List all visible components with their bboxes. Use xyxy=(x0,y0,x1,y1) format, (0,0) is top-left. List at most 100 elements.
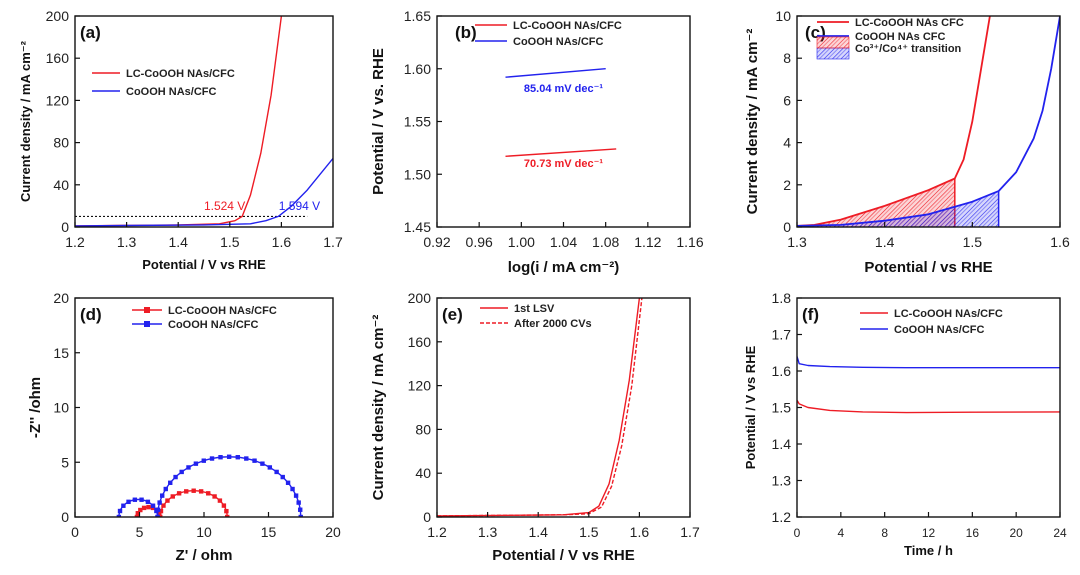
plot-area-d xyxy=(116,454,303,517)
y-tick-label: 8 xyxy=(783,50,791,66)
data-point xyxy=(157,500,162,505)
data-label: 1.594 V xyxy=(279,199,320,213)
x-tick-label: 20 xyxy=(325,524,341,540)
data-point xyxy=(186,465,191,470)
legend-label: CoOOH NAs/CFC xyxy=(168,319,259,331)
panel-label: (b) xyxy=(455,23,477,42)
x-axis-label: Z' / ohm xyxy=(176,547,233,564)
data-point xyxy=(145,499,151,505)
x-tick-label: 1.00 xyxy=(508,234,535,250)
legend-swatch xyxy=(816,36,850,49)
plot-area-a xyxy=(75,16,333,227)
x-tick-label: 15 xyxy=(261,524,277,540)
plot-area-e xyxy=(437,298,643,517)
data-point xyxy=(260,461,265,466)
shaded-region xyxy=(797,191,999,227)
x-axis-label: Potential / vs RHE xyxy=(864,259,992,276)
series-line xyxy=(118,498,159,517)
x-tick-label: 0 xyxy=(71,524,79,540)
y-tick-label: 10 xyxy=(53,400,69,416)
data-point xyxy=(201,458,206,463)
y-tick-label: 6 xyxy=(783,92,791,108)
y-tick-label: 1.4 xyxy=(772,436,792,452)
data-point xyxy=(117,508,123,514)
y-axis-label: -Z'' /ohm xyxy=(27,377,44,438)
data-point xyxy=(121,503,126,508)
x-tick-label: 1.08 xyxy=(592,234,619,250)
y-axis-label: Potential / V vs RHE xyxy=(743,345,758,469)
x-tick-label: 1.6 xyxy=(1050,234,1070,250)
plot-frame xyxy=(436,297,691,518)
x-tick-label: 20 xyxy=(1009,526,1023,540)
x-tick-label: 24 xyxy=(1053,526,1067,540)
data-point xyxy=(225,514,230,517)
x-tick-label: 1.5 xyxy=(579,524,599,540)
x-tick-label: 1.5 xyxy=(963,234,983,250)
data-point xyxy=(138,507,143,513)
legend-swatch xyxy=(816,47,850,60)
chart-e: 1.2 1.3 1.4 1.5 1.6 1.7 0 40 80 120 160 200 Potentia… xyxy=(370,290,700,564)
data-point xyxy=(218,455,223,460)
y-tick-label: 80 xyxy=(415,421,431,437)
x-tick-label: 1.3 xyxy=(478,524,498,540)
data-point xyxy=(267,465,273,470)
data-point xyxy=(141,505,147,511)
series-line xyxy=(797,399,1060,414)
series-line xyxy=(797,356,1060,369)
y-tick-label: 40 xyxy=(415,465,431,481)
data-point xyxy=(155,514,160,517)
data-point xyxy=(179,469,184,475)
panel-label: (d) xyxy=(80,305,102,324)
x-tick-label: 0 xyxy=(794,526,801,540)
data-point xyxy=(165,498,170,503)
legend-label: CoOOH NAs/CFC xyxy=(513,36,604,48)
data-point xyxy=(290,486,295,492)
y-tick-label: 1.5 xyxy=(772,400,792,416)
y-tick-label: 1.8 xyxy=(772,290,792,306)
data-point xyxy=(285,480,291,485)
series-line xyxy=(797,16,991,227)
series-line xyxy=(505,148,617,157)
plot-area-b xyxy=(505,68,617,157)
x-tick-label: 10 xyxy=(196,524,212,540)
y-tick-label: 1.45 xyxy=(404,219,431,235)
panel-label: (f) xyxy=(802,305,819,324)
legend-label: LC-CoOOH NAs CFC xyxy=(855,17,964,29)
legend-label: LC-CoOOH NAs/CFC xyxy=(894,308,1003,320)
legend-label: Co³⁺/Co⁴⁺ transition xyxy=(855,43,962,55)
data-point xyxy=(134,514,140,517)
data-point xyxy=(160,493,165,498)
y-tick-label: 0 xyxy=(423,509,431,525)
data-point xyxy=(184,489,189,494)
series-line xyxy=(437,298,641,517)
x-tick-label: 1.7 xyxy=(680,524,700,540)
y-axis-label: Current density / mA cm⁻² xyxy=(744,29,761,215)
data-point xyxy=(235,455,240,460)
shaded-region xyxy=(797,178,955,227)
series-line xyxy=(75,16,283,227)
data-point xyxy=(150,503,156,508)
data-point xyxy=(280,474,285,480)
x-tick-label: 1.2 xyxy=(427,524,447,540)
data-point xyxy=(193,461,199,466)
legend-label: LC-CoOOH NAs/CFC xyxy=(126,68,235,80)
x-tick-label: 12 xyxy=(922,526,936,540)
x-tick-label: 1.3 xyxy=(117,234,137,250)
series-line xyxy=(437,298,643,517)
y-tick-label: 200 xyxy=(408,290,432,306)
y-tick-label: 40 xyxy=(53,177,69,193)
y-tick-label: 120 xyxy=(46,92,70,108)
data-point xyxy=(132,497,138,502)
data-point xyxy=(209,456,215,461)
y-tick-label: 2 xyxy=(783,177,791,193)
data-point xyxy=(224,508,229,514)
y-axis-label: Current density / mA cm⁻² xyxy=(18,40,33,202)
legend-label: LC-CoOOH NAs/CFC xyxy=(513,20,622,32)
y-tick-label: 120 xyxy=(408,378,432,394)
chart-d: 0 5 10 15 20 0 5 10 15 20 Z' / ohm -Z'' /ohm (d) LC-C… xyxy=(27,290,341,564)
data-point xyxy=(168,480,173,485)
plot-area-f xyxy=(797,356,1060,414)
y-tick-label: 1.7 xyxy=(772,327,792,343)
x-axis-label: Time / h xyxy=(904,543,953,558)
